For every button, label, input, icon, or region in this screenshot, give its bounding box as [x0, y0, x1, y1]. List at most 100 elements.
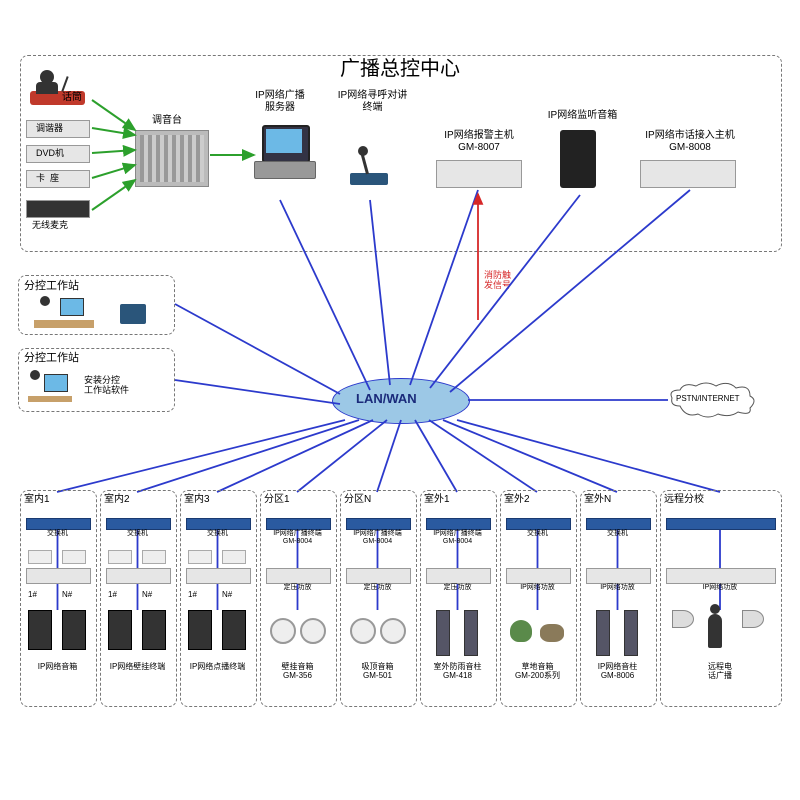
pstn-host-label: IP网络市话接入主机 GM-8008: [635, 130, 745, 153]
switch-device: [346, 518, 411, 530]
zone-title: 室外N: [584, 494, 611, 506]
zone-foot: IP网络点播终端: [180, 662, 255, 671]
zone-title: 室外2: [504, 494, 530, 506]
substation-2-label: 分控工作站: [24, 352, 79, 365]
wireless-mic-label: 无线麦克: [32, 220, 68, 230]
mixer-label: 调音台: [152, 115, 182, 127]
tuner-label: 调谐器: [36, 123, 63, 133]
speaker: [108, 610, 132, 650]
zone-foot: 室外防雨音柱 GM-418: [420, 662, 495, 680]
paging-label: IP网络寻呼对讲 终端: [335, 90, 410, 113]
mixer: [135, 130, 209, 187]
ceiling-speaker: [300, 618, 326, 644]
terminal-num: N#: [142, 590, 152, 599]
pstn-host: [640, 160, 736, 188]
zone-sub: IP网络广播终端 GM-8004: [422, 530, 493, 546]
mid-label: IP网络功放: [582, 584, 653, 592]
zone-title: 室内3: [184, 494, 210, 506]
title: 广播总控中心: [300, 58, 500, 81]
mid-device: [106, 568, 171, 584]
mid-device: [186, 568, 251, 584]
zone-sub: 交换机: [182, 530, 253, 538]
zone-foot: IP网络壁挂终端: [100, 662, 175, 671]
speaker: [222, 610, 246, 650]
mid-device: [506, 568, 571, 584]
zone-sub: 交换机: [502, 530, 573, 538]
terminal-num: 1#: [28, 590, 37, 599]
workstation-1-icon: [34, 296, 94, 328]
terminal-box: [28, 550, 52, 564]
mid-device: [666, 568, 776, 584]
zone-sub: IP网络广播终端 GM-8004: [262, 530, 333, 546]
paging-terminal: [350, 150, 388, 185]
mushroom-speaker: [510, 620, 532, 642]
column-speaker: [436, 610, 450, 656]
alarm-label: IP网络报警主机 GM-8007: [438, 130, 520, 153]
switch-device: [106, 518, 171, 530]
switch-device: [26, 518, 91, 530]
switch-device: [426, 518, 491, 530]
zone-foot: 壁挂音箱 GM-356: [260, 662, 335, 680]
terminal-num: 1#: [188, 590, 197, 599]
ceiling-speaker: [380, 618, 406, 644]
mid-device: [586, 568, 651, 584]
zone-sub: 交换机: [22, 530, 93, 538]
remote-person: [708, 614, 722, 648]
speaker: [188, 610, 212, 650]
terminal-num: 1#: [108, 590, 117, 599]
zone-title: 分区1: [264, 494, 290, 506]
monitor-speaker: [560, 130, 596, 188]
switch-device: [586, 518, 651, 530]
zone-title: 室内2: [104, 494, 130, 506]
zone-title: 室外1: [424, 494, 450, 506]
terminal-box: [108, 550, 132, 564]
monitor-label: IP网络监听音箱: [545, 110, 620, 122]
zone-foot: IP网络音箱: [20, 662, 95, 671]
fire-signal-label: 消防触 发信号: [484, 270, 511, 291]
rock-speaker: [540, 624, 564, 642]
horn-speaker: [742, 610, 764, 628]
column-speaker: [464, 610, 478, 656]
zone-sub: IP网络广播终端 GM-8004: [342, 530, 413, 546]
substation-2-sublabel: 安装分控 工作站软件: [84, 375, 129, 396]
zone-title: 远程分校: [664, 494, 704, 506]
alarm-host: [436, 160, 522, 188]
speaker: [62, 610, 86, 650]
zone-title: 室内1: [24, 494, 50, 506]
zone-foot: IP网络音柱 GM-8006: [580, 662, 655, 680]
terminal-box: [188, 550, 212, 564]
mid-device: [426, 568, 491, 584]
server-label: IP网络广播 服务器: [250, 90, 310, 113]
terminal-num: N#: [62, 590, 72, 599]
zone-foot: 草地音箱 GM-200系列: [500, 662, 575, 680]
switch-device: [666, 518, 776, 530]
switch-device: [506, 518, 571, 530]
workstation-1-mic: [120, 304, 146, 324]
lan-wan-label: LAN/WAN: [356, 392, 417, 407]
deck-label: 卡 座: [36, 173, 59, 183]
terminal-box: [222, 550, 246, 564]
ip-server: [254, 125, 314, 185]
mid-device: [346, 568, 411, 584]
zone-foot: 远程电 话广播: [660, 662, 780, 680]
remote-person-head: [710, 604, 720, 614]
ceiling-speaker: [270, 618, 296, 644]
switch-device: [266, 518, 331, 530]
mid-label: 定压功放: [422, 584, 493, 592]
mid-label: 定压功放: [262, 584, 333, 592]
ceiling-speaker: [350, 618, 376, 644]
terminal-box: [142, 550, 166, 564]
dvd-label: DVD机: [36, 148, 64, 158]
zone-title: 分区N: [344, 494, 371, 506]
horn-speaker: [672, 610, 694, 628]
terminal-num: N#: [222, 590, 232, 599]
column-speaker: [624, 610, 638, 656]
mid-device: [266, 568, 331, 584]
switch-device: [186, 518, 251, 530]
speaker: [28, 610, 52, 650]
mid-label: IP网络功放: [662, 584, 778, 592]
workstation-2-icon: [28, 370, 72, 402]
wireless-mic: [26, 200, 90, 218]
mic-label: 话筒: [62, 92, 82, 104]
mid-device: [26, 568, 91, 584]
